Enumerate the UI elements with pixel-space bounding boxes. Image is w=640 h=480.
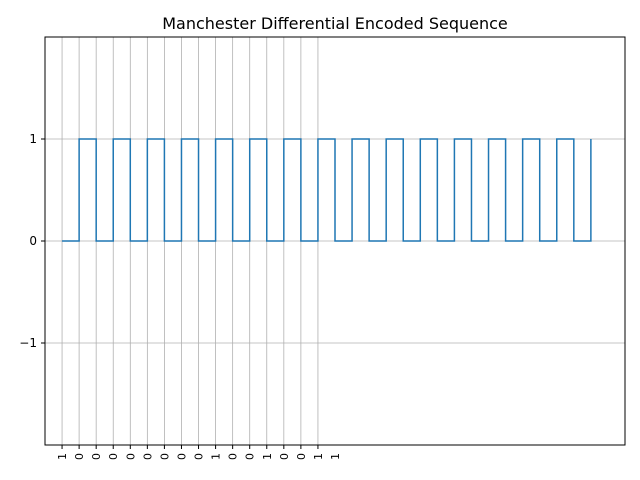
series-layer [62, 138, 592, 242]
y-tick-label: 0 [29, 234, 37, 248]
x-tick-label: 0 [227, 453, 240, 460]
x-tick-label: 0 [124, 453, 137, 460]
x-tick-label: 0 [278, 453, 291, 460]
x-tick-label: 1 [329, 453, 342, 460]
x-tick-label: 1 [312, 453, 325, 460]
x-tick-label: 0 [158, 453, 171, 460]
x-tick-label: 0 [244, 453, 257, 460]
x-tick-label: 0 [295, 453, 308, 460]
x-tick-label: 0 [107, 453, 120, 460]
x-tick-label: 0 [175, 453, 188, 460]
y-tick-label: −1 [19, 336, 37, 350]
x-tick-label: 0 [73, 453, 86, 460]
x-tick-label: 0 [141, 453, 154, 460]
y-tick-label: 1 [29, 132, 37, 146]
x-tick-label: 1 [261, 453, 274, 460]
x-tick-label: 0 [193, 453, 206, 460]
x-tick-label: 0 [90, 453, 103, 460]
x-tick-label: 1 [56, 453, 69, 460]
series-line [62, 138, 592, 242]
chart-title: Manchester Differential Encoded Sequence [162, 14, 508, 33]
x-tick-label: 1 [210, 453, 223, 460]
